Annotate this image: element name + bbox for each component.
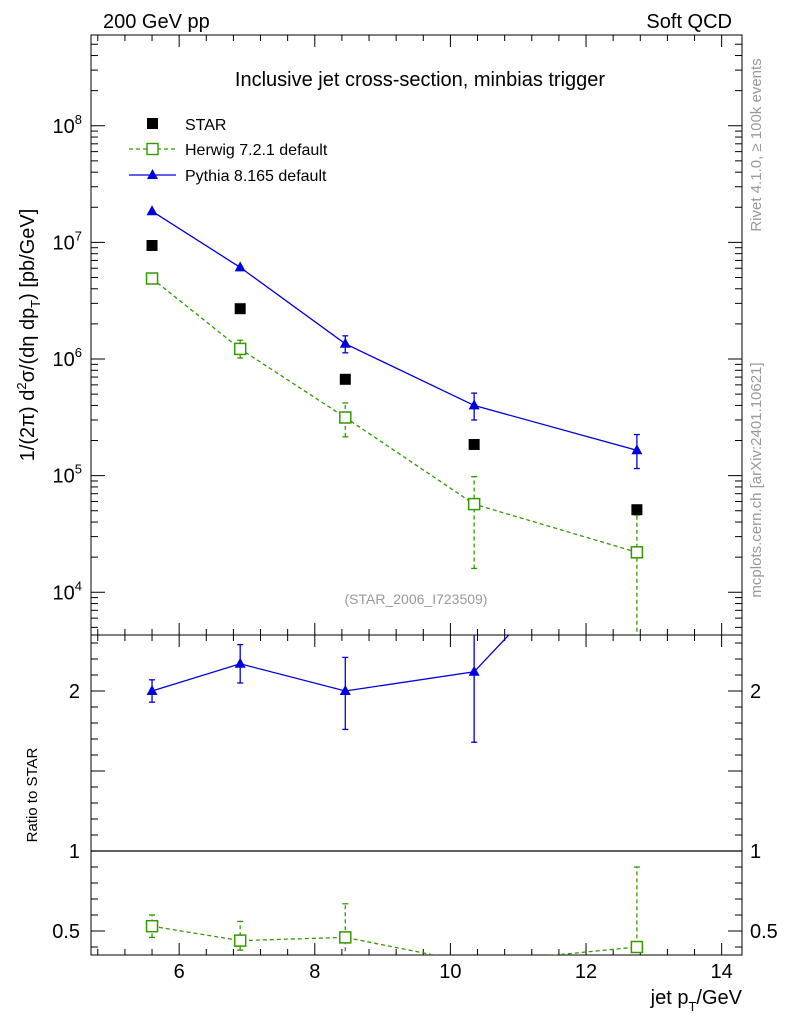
main-y-tick-label: 105 (53, 462, 82, 488)
ratio-herwig-line (151, 925, 637, 955)
legend: STAR Herwig 7.2.1 default Pythia 8.165 d… (129, 117, 328, 185)
main-axis-ticks (91, 34, 742, 635)
main-herwig-point (233, 342, 247, 356)
x-tick-label: 8 (309, 961, 320, 983)
ratio-y-tick-label: 0.5 (52, 921, 80, 943)
ratio-pythia-point (468, 665, 480, 676)
main-star-point (234, 303, 246, 315)
ratio-panel-frame (90, 634, 743, 956)
ratio-y-tick-label-right: 1 (750, 841, 761, 863)
main-pythia-point (146, 205, 158, 216)
legend-pythia-marker (147, 169, 158, 179)
ratio-herwig-point (469, 958, 480, 969)
main-pythia-line (151, 210, 638, 451)
rivet-version-label: Rivet 4.1.0, ≥ 100k events (748, 58, 765, 231)
main-star-point (146, 240, 158, 252)
header-right-label: Soft QCD (646, 11, 732, 33)
legend-herwig-marker (146, 142, 159, 156)
x-axis-title: jet pT/GeV (650, 987, 743, 1014)
legend-herwig-label: Herwig 7.2.1 default (185, 142, 328, 159)
main-pythia-point (631, 444, 643, 455)
x-tick-labels: 6 8 10 12 14 (174, 961, 733, 983)
x-tick-label: 12 (575, 961, 597, 983)
main-y-axis-title: 1/(2π) d2σ/(dη dpT) [pb/GeV] (14, 209, 43, 462)
main-y-tick-label: 104 (53, 578, 82, 604)
ratio-y-tick-labels: 0.5 0.5 1 1 2 2 (52, 681, 778, 943)
ratio-herwig-point (630, 940, 644, 954)
main-star-point (468, 438, 480, 450)
ratio-pythia-point (146, 685, 158, 695)
ratio-herwig-point (233, 934, 247, 947)
main-y-tick-label: 108 (53, 112, 82, 138)
main-herwig-point (467, 497, 481, 511)
main-y-tick-label: 106 (53, 345, 82, 371)
ratio-y-tick-label-right: 0.5 (750, 921, 778, 943)
ratio-y-tick-label: 1 (69, 841, 80, 863)
main-pythia-point (468, 399, 480, 410)
main-star-point (631, 504, 643, 516)
chart-title: Inclusive jet cross-section, minbias tri… (235, 69, 605, 91)
main-herwig-line (151, 277, 638, 553)
ratio-herwig-point (145, 919, 159, 933)
main-herwig-point (339, 411, 352, 424)
main-pythia-point (339, 337, 351, 348)
x-tick-label: 14 (711, 961, 733, 983)
legend-star-marker (147, 118, 158, 129)
main-star-point (339, 373, 351, 385)
ratio-herwig-point (339, 931, 352, 944)
legend-star-label: STAR (185, 117, 226, 134)
main-y-tick-labels: 104 105 106 107 108 (53, 112, 82, 605)
main-herwig-point (630, 546, 644, 559)
ratio-y-tick-label: 2 (69, 681, 80, 703)
ratio-pythia-point (631, 493, 642, 503)
main-pythia-point (234, 261, 246, 272)
legend-pythia-label: Pythia 8.165 default (185, 168, 327, 185)
mcplots-label: mcplots.cern.ch [arXiv:2401.10621] (748, 362, 765, 597)
x-tick-label: 10 (439, 961, 461, 983)
main-data-area (145, 205, 644, 635)
main-y-tick-label: 107 (53, 228, 82, 254)
ratio-y-tick-label-right: 2 (750, 681, 761, 703)
ratio-pythia-point (339, 685, 351, 695)
x-tick-label: 6 (174, 961, 185, 983)
main-herwig-point (145, 272, 159, 285)
ratio-y-axis-title: Ratio to STAR (24, 747, 41, 842)
analysis-watermark: (STAR_2006_I723509) (345, 591, 488, 607)
ratio-data-area (91, 493, 742, 969)
header-left-label: 200 GeV pp (103, 11, 210, 33)
ratio-pythia-point (234, 657, 246, 668)
ratio-axis-ticks (91, 635, 742, 955)
